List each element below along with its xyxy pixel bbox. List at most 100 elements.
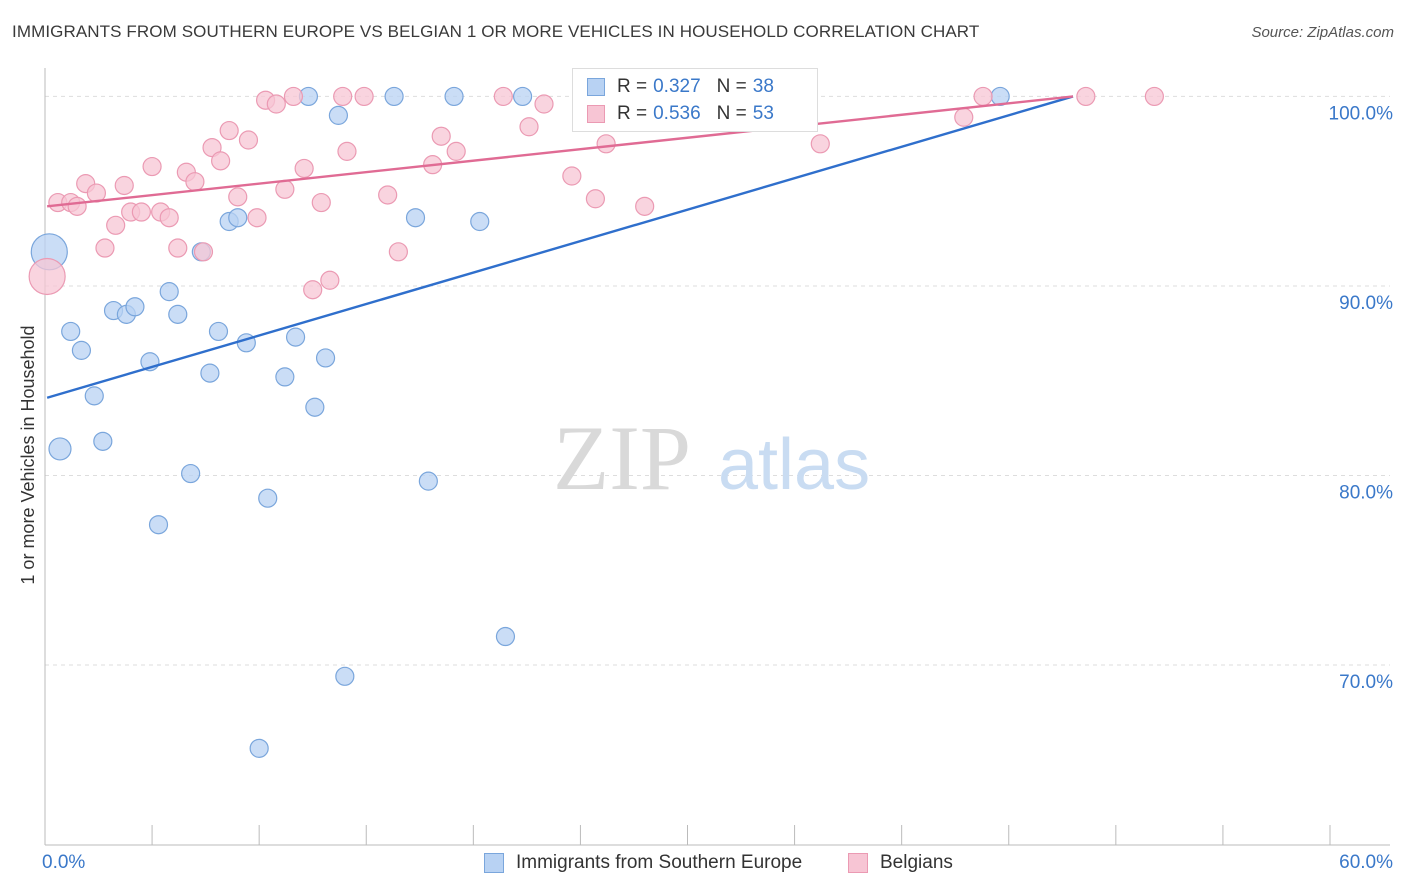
series-legend: Immigrants from Southern Europe Belgians [0,852,1406,878]
pink-point [159,208,179,228]
pink-point [193,242,214,262]
blue-point [328,105,349,125]
legend-item-label: Immigrants from Southern Europe [516,852,803,873]
legend-row-pink: R = 0.536 N = 53 [587,102,774,126]
pink-point [388,242,408,262]
legend-n-label: N = [716,103,747,124]
pink-point [67,196,87,216]
blue-point [470,211,490,232]
pink-point [28,257,66,296]
pink-point [635,196,655,216]
correlation-legend: R = 0.327 N = 38 R = 0.536 N = 53 [572,68,818,132]
pink-point [337,141,357,161]
pink-point [534,94,554,114]
pink-point [106,215,126,235]
pink-point [247,208,267,228]
pink-point [168,238,188,258]
pink-point [211,151,231,171]
pink-point [378,185,398,205]
blue-point [495,626,516,647]
blue-point [384,86,404,107]
pink-point [810,134,830,154]
blue-point [125,297,145,317]
pink-point [266,94,286,114]
chart-title: IMMIGRANTS FROM SOUTHERN EUROPE VS BELGI… [12,22,980,41]
x-tick-label-min: 0.0% [42,852,86,873]
blue-point [228,208,248,228]
pink-point [333,86,353,107]
pink-point [228,187,248,207]
legend-pink-n: 53 [752,103,774,124]
pink-point [562,166,582,186]
blue-point [148,515,169,535]
trend-lines [46,95,1074,399]
legend-row-blue: R = 0.327 N = 38 [587,75,774,99]
y-tick-label: 90.0% [1339,293,1393,314]
legend-blue-n: 38 [752,76,774,97]
blue-point [249,738,269,758]
legend-r-label: R = [617,76,648,97]
pink-point [585,189,606,209]
blue-swatch [484,853,504,873]
pink-point [131,202,151,222]
pink-point [219,120,239,141]
blue-point [315,348,336,368]
blue-point [93,431,113,451]
blue-point [512,86,533,107]
source-label: Source: ZipAtlas.com [1251,24,1394,41]
pink-point [446,141,466,161]
watermark: ZIP atlas [553,407,870,509]
pink-point [303,280,323,300]
pink-trend-line [47,95,1074,208]
legend-pink-r: 0.536 [653,103,701,124]
legend-item-immigrants[interactable]: Immigrants from Southern Europe [484,852,802,874]
y-tick-label: 70.0% [1339,672,1393,693]
pink-point [1076,86,1096,107]
blue-swatch [587,78,605,96]
pink-point [114,175,134,196]
pink-point [320,270,340,290]
x-tick-label-max: 60.0% [1339,852,1393,873]
blue-trend-line [46,95,1074,399]
pink-point [954,107,974,127]
gridlines [45,95,1390,666]
blue-point [71,340,92,360]
blue-point [275,367,295,387]
pink-point [973,86,993,107]
legend-r-label: R = [617,103,648,124]
pink-point [275,179,295,199]
blue-point [181,463,201,484]
pink-point [185,172,205,192]
blue-point [405,208,426,228]
watermark-zip: ZIP [553,407,691,509]
blue-point [335,666,355,686]
watermark-atlas: atlas [718,425,870,505]
pink-swatch [587,105,605,123]
y-axis-label: 1 or more Vehicles in Household [18,325,38,584]
blue-point [444,86,464,107]
y-tick-label: 100.0% [1329,103,1394,124]
legend-item-belgians[interactable]: Belgians [848,852,953,874]
pink-point [238,130,259,150]
blue-point [61,321,81,342]
pink-point [431,126,451,146]
blue-point [159,282,179,302]
axes: 70.0% 80.0% 90.0% 100.0% [44,68,1394,846]
pink-point [294,158,314,179]
pink-point [1144,86,1164,107]
legend-n-label: N = [716,76,747,97]
pink-point [283,86,304,107]
pink-point [354,86,374,107]
pink-point [493,86,513,107]
legend-item-label: Belgians [880,852,953,873]
legend-blue-r: 0.327 [653,76,701,97]
pink-swatch [848,853,868,873]
blue-point [168,304,188,324]
pink-point [519,117,539,137]
blue-point [200,363,220,383]
blue-point [208,321,229,342]
blue-point [285,327,306,347]
pink-point [311,192,331,213]
blue-point [84,386,104,406]
